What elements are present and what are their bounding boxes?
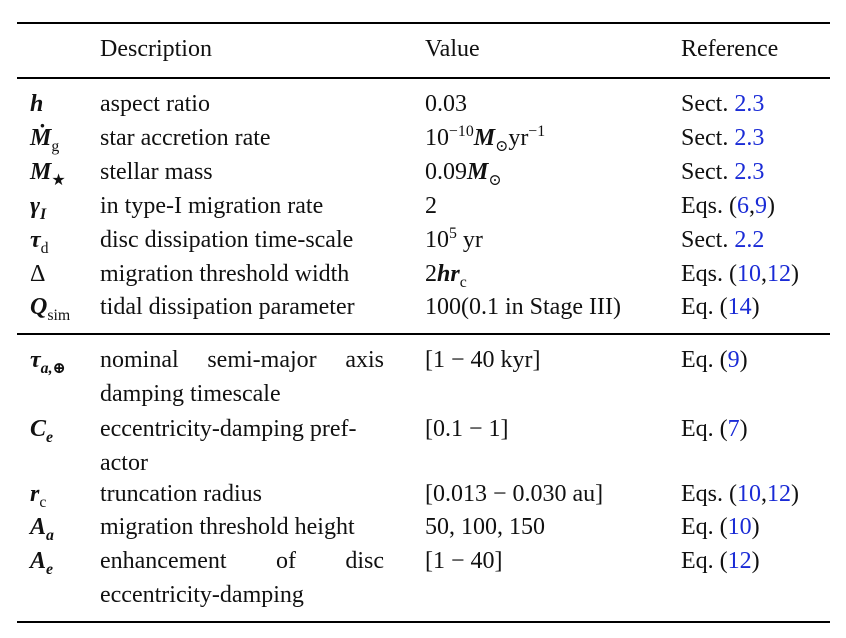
table-row: Aa migration threshold height 50, 100, 1… [0, 510, 846, 544]
reference: Sect. 2.2 [681, 227, 765, 253]
value: [0.013 − 0.030 au] [425, 481, 604, 507]
value: 0.03 [425, 91, 467, 117]
description: truncation radius [100, 481, 262, 507]
description: tidal dissipation parameter [100, 294, 355, 320]
table-mid-rule [17, 333, 830, 335]
symbol: h [30, 91, 44, 117]
ref-link[interactable]: 6 [737, 193, 749, 219]
description: stellar mass [100, 159, 213, 185]
description: in type-I migration rate [100, 193, 324, 219]
description: star accretion rate [100, 125, 271, 151]
symbol: Ṁg [30, 125, 60, 155]
symbol: τd [30, 227, 49, 257]
description-line-1: eccentricity-damping pref- [100, 416, 357, 442]
description: migration threshold height [100, 514, 355, 540]
table-row: Ce eccentricity-damping pref- actor [0.1… [0, 412, 846, 480]
ref-link[interactable]: 10 [737, 481, 761, 507]
table-row: Qsim tidal dissipation parameter 100(0.1… [0, 290, 846, 324]
reference: Eqs. (10,12) [681, 261, 799, 287]
value: 2 [425, 193, 437, 219]
symbol: Ce [30, 416, 54, 446]
symbol: τa,⊕ [30, 347, 66, 377]
description-line-2: actor [100, 450, 148, 476]
reference: Eq. (10) [681, 514, 760, 540]
symbol: Aa [30, 514, 54, 544]
header-value: Value [425, 36, 480, 62]
ref-link[interactable]: 10 [737, 261, 761, 287]
table-row: Δ migration threshold width 2hrc Eqs. (1… [0, 257, 846, 291]
symbol: rc [30, 481, 47, 511]
table-row: rc truncation radius [0.013 − 0.030 au] … [0, 477, 846, 511]
description-line-1: enhancement of disc [100, 548, 384, 574]
value: [1 − 40 kyr] [425, 347, 541, 373]
ref-link[interactable]: 2.3 [734, 91, 765, 117]
value: 0.09M⊙ [425, 159, 502, 189]
ref-link[interactable]: 2.2 [734, 227, 765, 253]
ref-link[interactable]: 12 [727, 548, 752, 574]
reference: Sect. 2.3 [681, 125, 765, 151]
table-header-rule [17, 77, 830, 79]
table-row: M★ stellar mass 0.09M⊙ Sect. 2.3 [0, 155, 846, 189]
ref-link[interactable]: 12 [767, 261, 791, 287]
description-line-2: eccentricity-damping [100, 582, 304, 608]
value: 105 yr [425, 225, 483, 253]
table-row: γI in type-I migration rate 2 Eqs. (6,9) [0, 189, 846, 223]
symbol: M★ [30, 159, 66, 189]
table-header: Description Value Reference [0, 32, 846, 66]
header-description: Description [100, 36, 212, 62]
symbol: Δ [30, 261, 46, 287]
symbol: Ae [30, 548, 54, 578]
table-top-rule [17, 22, 830, 24]
reference: Eq. (12) [681, 548, 760, 574]
table-row: Ṁg star accretion rate 10−10M⊙yr−1 Sect.… [0, 121, 846, 155]
value: 100(0.1 in Stage III) [425, 294, 621, 320]
reference: Eq. (9) [681, 347, 748, 373]
ref-link[interactable]: 2.3 [734, 125, 765, 151]
ref-link[interactable]: 2.3 [734, 159, 765, 185]
reference: Sect. 2.3 [681, 159, 765, 185]
value: [0.1 − 1] [425, 416, 509, 442]
header-reference: Reference [681, 36, 779, 62]
ref-link[interactable]: 14 [727, 294, 752, 320]
table-row: h aspect ratio 0.03 Sect. 2.3 [0, 87, 846, 121]
ref-link[interactable]: 9 [727, 347, 740, 373]
description: disc dissipation time-scale [100, 227, 354, 253]
value: 2hrc [425, 261, 467, 291]
value: 50, 100, 150 [425, 514, 545, 540]
value: 10−10M⊙yr−1 [425, 123, 546, 155]
table-row: Ae enhancement of disc eccentricity-dampin… [0, 544, 846, 612]
ref-link[interactable]: 7 [727, 416, 740, 442]
table-row: τd disc dissipation time-scale 105 yr Se… [0, 223, 846, 257]
reference: Eq. (7) [681, 416, 748, 442]
description-line-1: nominal semi-major axis [100, 347, 384, 373]
symbol: Qsim [30, 294, 71, 324]
description-line-2: damping timescale [100, 381, 281, 407]
ref-link[interactable]: 9 [755, 193, 767, 219]
reference: Eq. (14) [681, 294, 760, 320]
table-row: τa,⊕ nominal semi-major axis damping times… [0, 343, 846, 411]
reference: Sect. 2.3 [681, 91, 765, 117]
reference: Eqs. (10,12) [681, 481, 799, 507]
value: [1 − 40] [425, 548, 503, 574]
description: migration threshold width [100, 261, 350, 287]
ref-link[interactable]: 10 [727, 514, 752, 540]
reference: Eqs. (6,9) [681, 193, 775, 219]
description: aspect ratio [100, 91, 210, 117]
table-bottom-rule [17, 621, 830, 623]
symbol: γI [30, 193, 47, 223]
ref-link[interactable]: 12 [767, 481, 791, 507]
